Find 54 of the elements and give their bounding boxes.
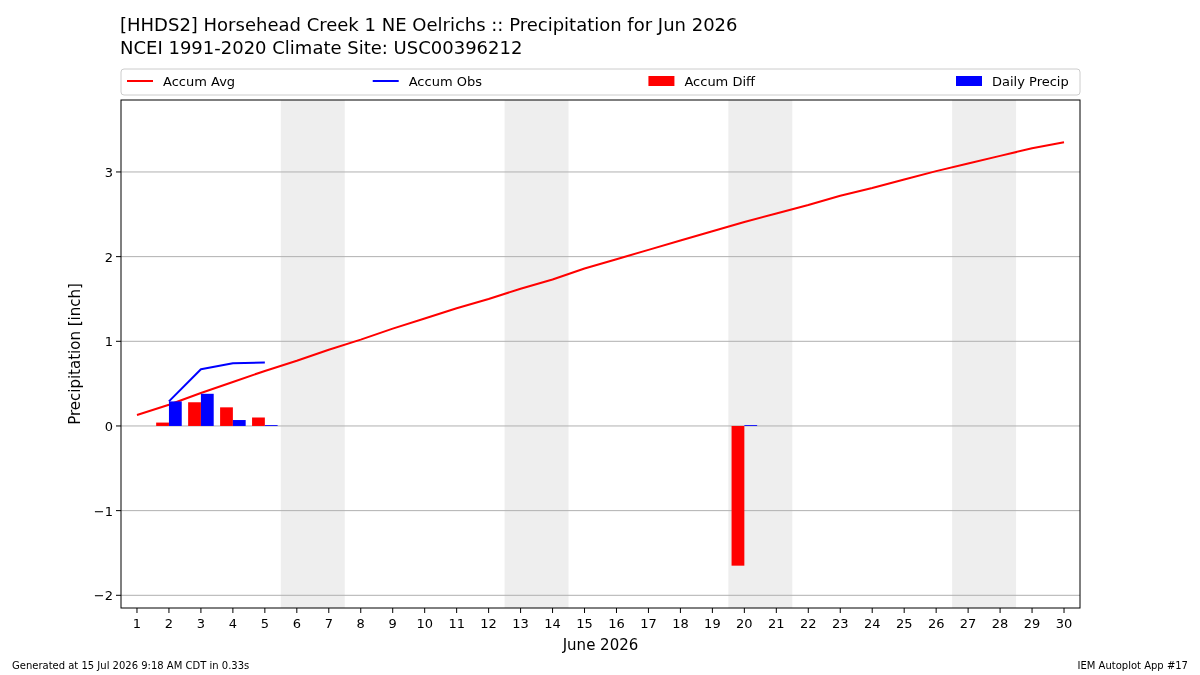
legend-label: Accum Diff	[684, 74, 757, 89]
text: Generated at 15 Jul 2026 9:18 AM CDT in 0.33s	[12, 660, 250, 671]
bar	[220, 407, 233, 426]
x-tick-label: 5	[260, 616, 269, 631]
x-axis-title: June 2026	[561, 636, 639, 654]
bar	[252, 417, 265, 426]
bar	[200, 393, 214, 426]
x-tick-label: 22	[800, 616, 817, 631]
x-tick-label: 20	[736, 616, 753, 631]
x-tick-label: 15	[576, 616, 593, 631]
legend-label: Daily Precip	[992, 74, 1069, 89]
legend-label: Accum Avg	[163, 74, 236, 89]
y-tick-label: 3	[104, 164, 113, 180]
x-tick-label: 8	[356, 616, 365, 631]
x-tick-label: 29	[1023, 616, 1041, 631]
bar	[188, 402, 201, 426]
x-tick-label: 1	[132, 616, 142, 631]
x-tick-label: 21	[768, 616, 785, 631]
y-tick-label: 0	[104, 418, 113, 434]
y-tick-label: −2	[93, 588, 113, 604]
y-tick-label: −1	[93, 503, 113, 519]
x-tick-label: 12	[480, 616, 497, 631]
x-tick-label: 3	[196, 616, 206, 631]
text: IEM Autoplot App #17	[1077, 660, 1188, 671]
x-tick-label: 28	[991, 616, 1009, 631]
y-tick-label: 2	[104, 249, 113, 265]
x-tick-label: 18	[672, 616, 689, 631]
bar	[731, 425, 745, 566]
line-series	[135, 141, 1066, 416]
x-tick-label: 6	[292, 616, 301, 631]
x-tick-label: 7	[324, 616, 333, 631]
x-tick-label: 10	[416, 616, 433, 631]
x-tick-label: 9	[388, 616, 397, 631]
bar	[232, 420, 246, 426]
x-tick-label: 27	[959, 616, 977, 631]
x-tick-label: 14	[544, 616, 561, 631]
x-tick-label: 30	[1055, 616, 1073, 631]
x-tick-label: 16	[608, 616, 625, 631]
x-tick-label: 4	[228, 616, 238, 631]
chart-title: [HHDS2] Horsehead Creek 1 NE Oelrichs :: Precipitation for Jun 2026	[120, 14, 738, 35]
y-tick-label: 1	[104, 334, 113, 350]
x-tick-label: 2	[164, 616, 174, 631]
x-tick-label: 23	[831, 616, 849, 631]
x-tick-label: 13	[512, 616, 529, 631]
legend-label: Accum Obs	[408, 74, 483, 89]
bar	[156, 422, 169, 426]
x-tick-label: 26	[927, 616, 945, 631]
x-tick-label: 11	[448, 616, 465, 631]
x-tick-label: 19	[704, 616, 721, 631]
x-tick-label: 24	[863, 616, 881, 631]
x-tick-label: 17	[640, 616, 657, 631]
y-axis-title: Precipitation [inch]	[66, 283, 84, 425]
x-tick-label: 25	[895, 616, 913, 631]
chart-subtitle: NCEI 1991-2020 Climate Site: USC00396212	[120, 37, 523, 58]
